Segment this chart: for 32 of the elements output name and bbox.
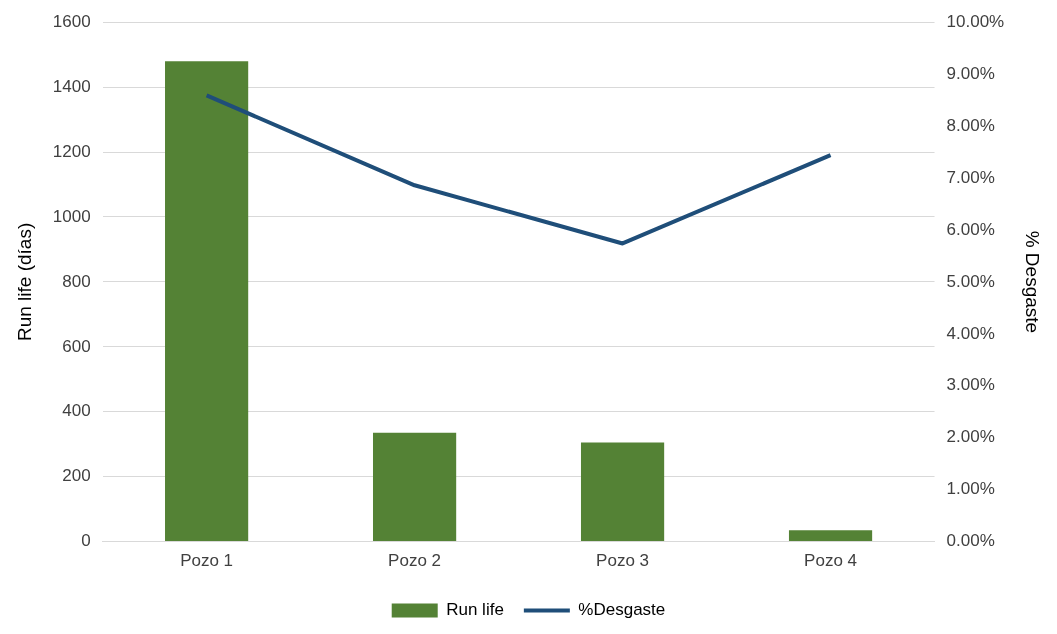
y-tick-label: 1600 <box>52 11 91 31</box>
y-tick-label: 800 <box>62 271 91 291</box>
legend-label: Run life <box>446 600 504 620</box>
x-tick-label: Pozo 1 <box>180 551 234 571</box>
bar <box>165 61 249 542</box>
y-tick-label: 1400 <box>52 76 91 96</box>
bar <box>580 442 665 542</box>
x-tick-label: Pozo 2 <box>388 551 442 571</box>
y-axis-title: Run life (días) <box>13 222 35 342</box>
y2-tick-label: 10.00% <box>946 11 1005 31</box>
y2-axis-title: % Desgaste <box>1022 230 1044 334</box>
y2-tick-label: 7.00% <box>946 167 995 187</box>
y-tick-label: 600 <box>62 336 91 356</box>
x-tick-label: Pozo 3 <box>596 551 650 571</box>
y2-tick-label: 8.00% <box>946 115 995 135</box>
y2-tick-label: 3.00% <box>946 375 995 395</box>
y2-tick-label: 0.00% <box>946 531 995 551</box>
y-tick-label: 1200 <box>52 141 91 161</box>
y2-tick-label: 1.00% <box>946 479 995 499</box>
y2-tick-label: 9.00% <box>946 63 995 83</box>
y-tick-label: 1000 <box>52 206 91 226</box>
y2-tick-label: 2.00% <box>946 427 995 447</box>
legend-label: %Desgaste <box>578 600 666 620</box>
y2-tick-label: 4.00% <box>946 323 995 343</box>
bar <box>788 530 873 542</box>
y-tick-label: 400 <box>62 401 91 421</box>
y-tick-label: 200 <box>62 466 91 486</box>
y-tick-label: 0 <box>81 531 91 551</box>
bar <box>372 432 457 542</box>
y2-tick-label: 6.00% <box>946 219 995 239</box>
y2-tick-label: 5.00% <box>946 271 995 291</box>
x-tick-label: Pozo 4 <box>804 551 858 571</box>
